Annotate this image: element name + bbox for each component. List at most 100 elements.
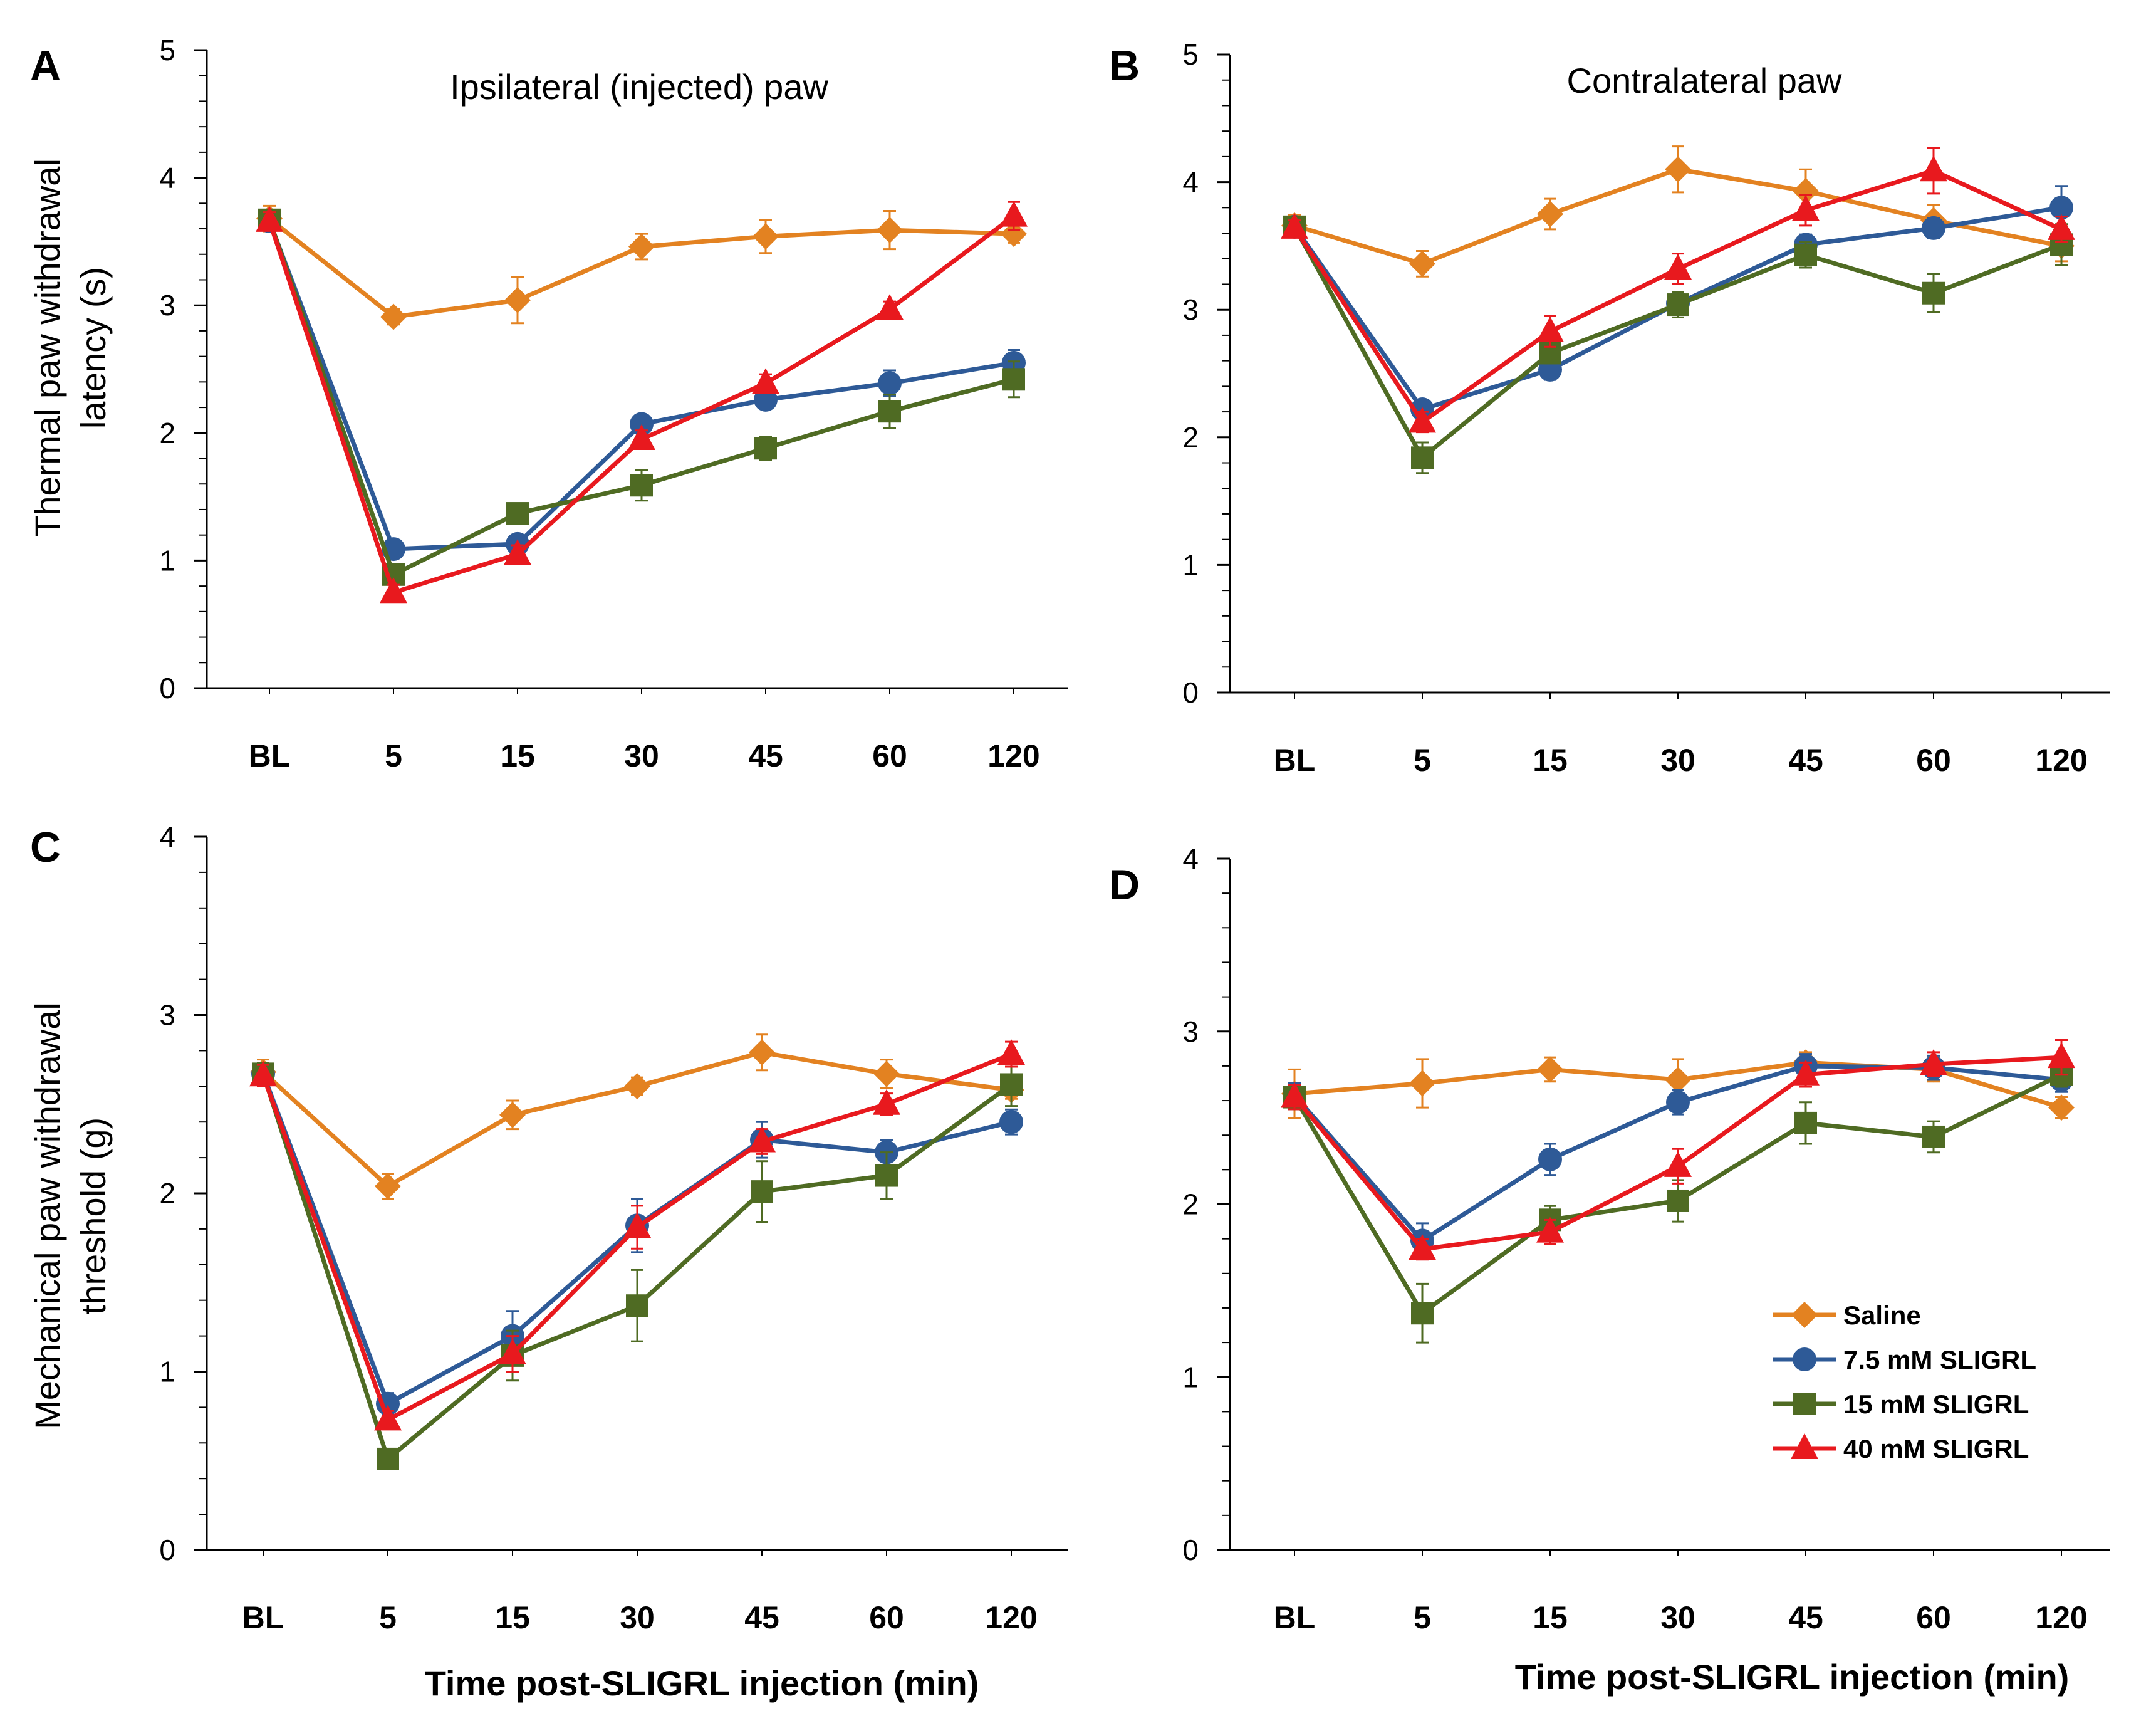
panel-b-point-sligrl_40	[2048, 214, 2075, 240]
panel-d-x-tick-label: 15	[1533, 1600, 1568, 1635]
panel-b-point-sligrl_15	[1794, 243, 1817, 266]
panel-c-point-sligrl_15	[1000, 1073, 1023, 1096]
panel-a-y-tick-label: 2	[159, 417, 175, 449]
panel-letter-d: D	[1109, 861, 1140, 909]
panel-b-title: Contralateral paw	[1567, 61, 1842, 100]
panel-c-xlabel: Time post-SLIGRL injection (min)	[425, 1663, 979, 1703]
panel-b-x-tick-label: 5	[1414, 743, 1431, 778]
panel-c-x-tick-label: 45	[744, 1600, 779, 1635]
panel-b-x-tick-label: 60	[1916, 743, 1951, 778]
panel-a-ylabel-line1: Thermal paw withdrawal	[28, 159, 67, 537]
panel-c-line-sligrl_15	[261, 1073, 1013, 1462]
panel-b-point-sligrl_15	[1667, 293, 1689, 317]
panel-b-point-sligrl_40	[1920, 155, 1947, 182]
legend-item-saline: Saline	[1773, 1300, 1921, 1330]
panel-a-title: Ipsilateral (injected) paw	[450, 67, 828, 107]
panel-letter-b: B	[1109, 42, 1140, 90]
panel-a-y-tick-label: 0	[159, 672, 175, 704]
panel-d-point-saline	[1665, 1066, 1691, 1093]
panel-d-point-sligrl_40	[1536, 1217, 1564, 1243]
panel-a-point-saline	[504, 287, 531, 314]
panel-a-point-sligrl_40	[628, 424, 655, 450]
legend-item-sligrl_7_5: 7.5 mM SLIGRL	[1773, 1345, 2036, 1374]
panel-a-x-tick-label: 60	[872, 738, 907, 773]
panel-c-x-tick-label: 60	[869, 1600, 904, 1635]
panel-c-x-tick-label: 30	[620, 1600, 655, 1635]
panel-d-x-tick-label: 45	[1788, 1600, 1823, 1635]
panel-c-ylabel-line1: Mechanical paw withdrawal	[28, 1002, 67, 1430]
panel-b-point-sligrl_40	[1536, 316, 1564, 342]
panel-a-point-sligrl_40	[1000, 201, 1028, 227]
panel-c-ylabel-line2: threshold (g)	[73, 1117, 113, 1314]
panel-b-point-saline	[1537, 201, 1563, 228]
panel-c-point-saline	[624, 1073, 650, 1100]
panel-b-y-tick-label: 0	[1182, 676, 1199, 709]
panel-b-y-tick-label: 5	[1182, 38, 1199, 71]
panel-b-x-tick-label: BL	[1274, 743, 1316, 778]
panel-c: C Mechanical paw withdrawal threshold (g…	[28, 820, 1068, 1703]
panel-b-point-saline	[1793, 177, 1819, 204]
panel-b-point-sligrl_40	[1281, 212, 1308, 239]
panel-a-x-tick-label: 15	[500, 738, 535, 773]
panel-d-y-tick-label: 4	[1182, 842, 1199, 875]
panel-c-point-sligrl_7_5	[999, 1110, 1023, 1134]
panel-a-x-tick-label: 45	[748, 738, 783, 773]
panel-a-point-sligrl_7_5	[878, 371, 902, 395]
panel-b-point-sligrl_7_5	[2049, 196, 2073, 220]
panel-b-y-tick-label: 2	[1182, 421, 1199, 454]
panel-d-x-tick-label: 60	[1916, 1600, 1951, 1635]
panel-d-y-tick-label: 1	[1182, 1361, 1199, 1393]
panel-a-x-tick-label: BL	[249, 738, 291, 773]
legend-marker-saline	[1791, 1302, 1818, 1328]
panel-a-y-tick-label: 1	[159, 544, 175, 577]
panel-a-point-sligrl_15	[878, 400, 901, 423]
panel-c-point-sligrl_40	[499, 1339, 526, 1365]
panel-c-series-sligrl_15	[252, 1062, 1023, 1470]
panel-b-point-sligrl_40	[1664, 254, 1692, 280]
legend-label-sligrl_7_5: 7.5 mM SLIGRL	[1843, 1345, 2036, 1374]
panel-a-point-saline	[877, 217, 903, 244]
panel-d-point-sligrl_40	[1792, 1059, 1820, 1086]
panel-c-x-tick-label: BL	[242, 1600, 284, 1635]
panel-c-y-tick-label: 3	[159, 999, 175, 1032]
panel-d-xlabel: Time post-SLIGRL injection (min)	[1515, 1657, 2070, 1697]
panel-b-point-sligrl_15	[1922, 281, 1945, 305]
panel-d-point-sligrl_40	[1664, 1151, 1692, 1177]
panel-d-x-tick-label: 120	[2035, 1600, 2087, 1635]
panel-d-y-tick-label: 2	[1182, 1188, 1199, 1221]
panel-d-x-tick-label: 5	[1414, 1600, 1431, 1635]
legend-item-sligrl_40: 40 mM SLIGRL	[1773, 1433, 2029, 1463]
panel-c-point-sligrl_15	[377, 1447, 399, 1470]
panel-c-plot: 0 1 2 3 4 BL 5 15 30 45 60 120	[159, 820, 1068, 1635]
panel-d-point-sligrl_40	[1920, 1049, 1947, 1075]
panel-a-point-sligrl_15	[754, 437, 777, 460]
panel-d-point-sligrl_40	[2048, 1042, 2075, 1069]
panel-c-series-sligrl_40	[249, 1039, 1025, 1431]
panel-b-point-sligrl_40	[1409, 407, 1436, 433]
panel-a-point-sligrl_40	[256, 206, 283, 232]
panel-b-point-saline	[1665, 156, 1691, 183]
panel-d-x-tick-label: 30	[1660, 1600, 1695, 1635]
panel-d-point-saline	[1409, 1070, 1435, 1097]
panel-a-point-sligrl_15	[506, 502, 529, 525]
legend-label-saline: Saline	[1843, 1300, 1921, 1330]
panel-b-y-tick-label: 3	[1182, 293, 1199, 326]
panel-d-y-tick-label: 3	[1182, 1015, 1199, 1048]
panel-a-point-sligrl_40	[752, 368, 779, 394]
panel-a-series-sligrl_40	[256, 201, 1028, 604]
panel-a-point-saline	[753, 223, 779, 250]
panel-b-point-saline	[1409, 250, 1435, 277]
panel-a-point-sligrl_40	[380, 577, 407, 604]
panel-d-point-sligrl_40	[1281, 1082, 1308, 1108]
legend-label-sligrl_15: 15 mM SLIGRL	[1843, 1389, 2029, 1419]
panel-d-point-sligrl_15	[1667, 1189, 1689, 1212]
panel-c-point-sligrl_40	[873, 1089, 900, 1115]
panel-a-point-saline	[628, 233, 655, 260]
panel-b-point-sligrl_40	[1792, 195, 1820, 221]
panel-a-x-tick-label: 120	[987, 738, 1039, 773]
legend-marker-sligrl_7_5	[1793, 1347, 1816, 1371]
panel-d-series-sligrl_40	[1281, 1039, 2075, 1261]
panel-a-point-sligrl_15	[630, 474, 653, 497]
